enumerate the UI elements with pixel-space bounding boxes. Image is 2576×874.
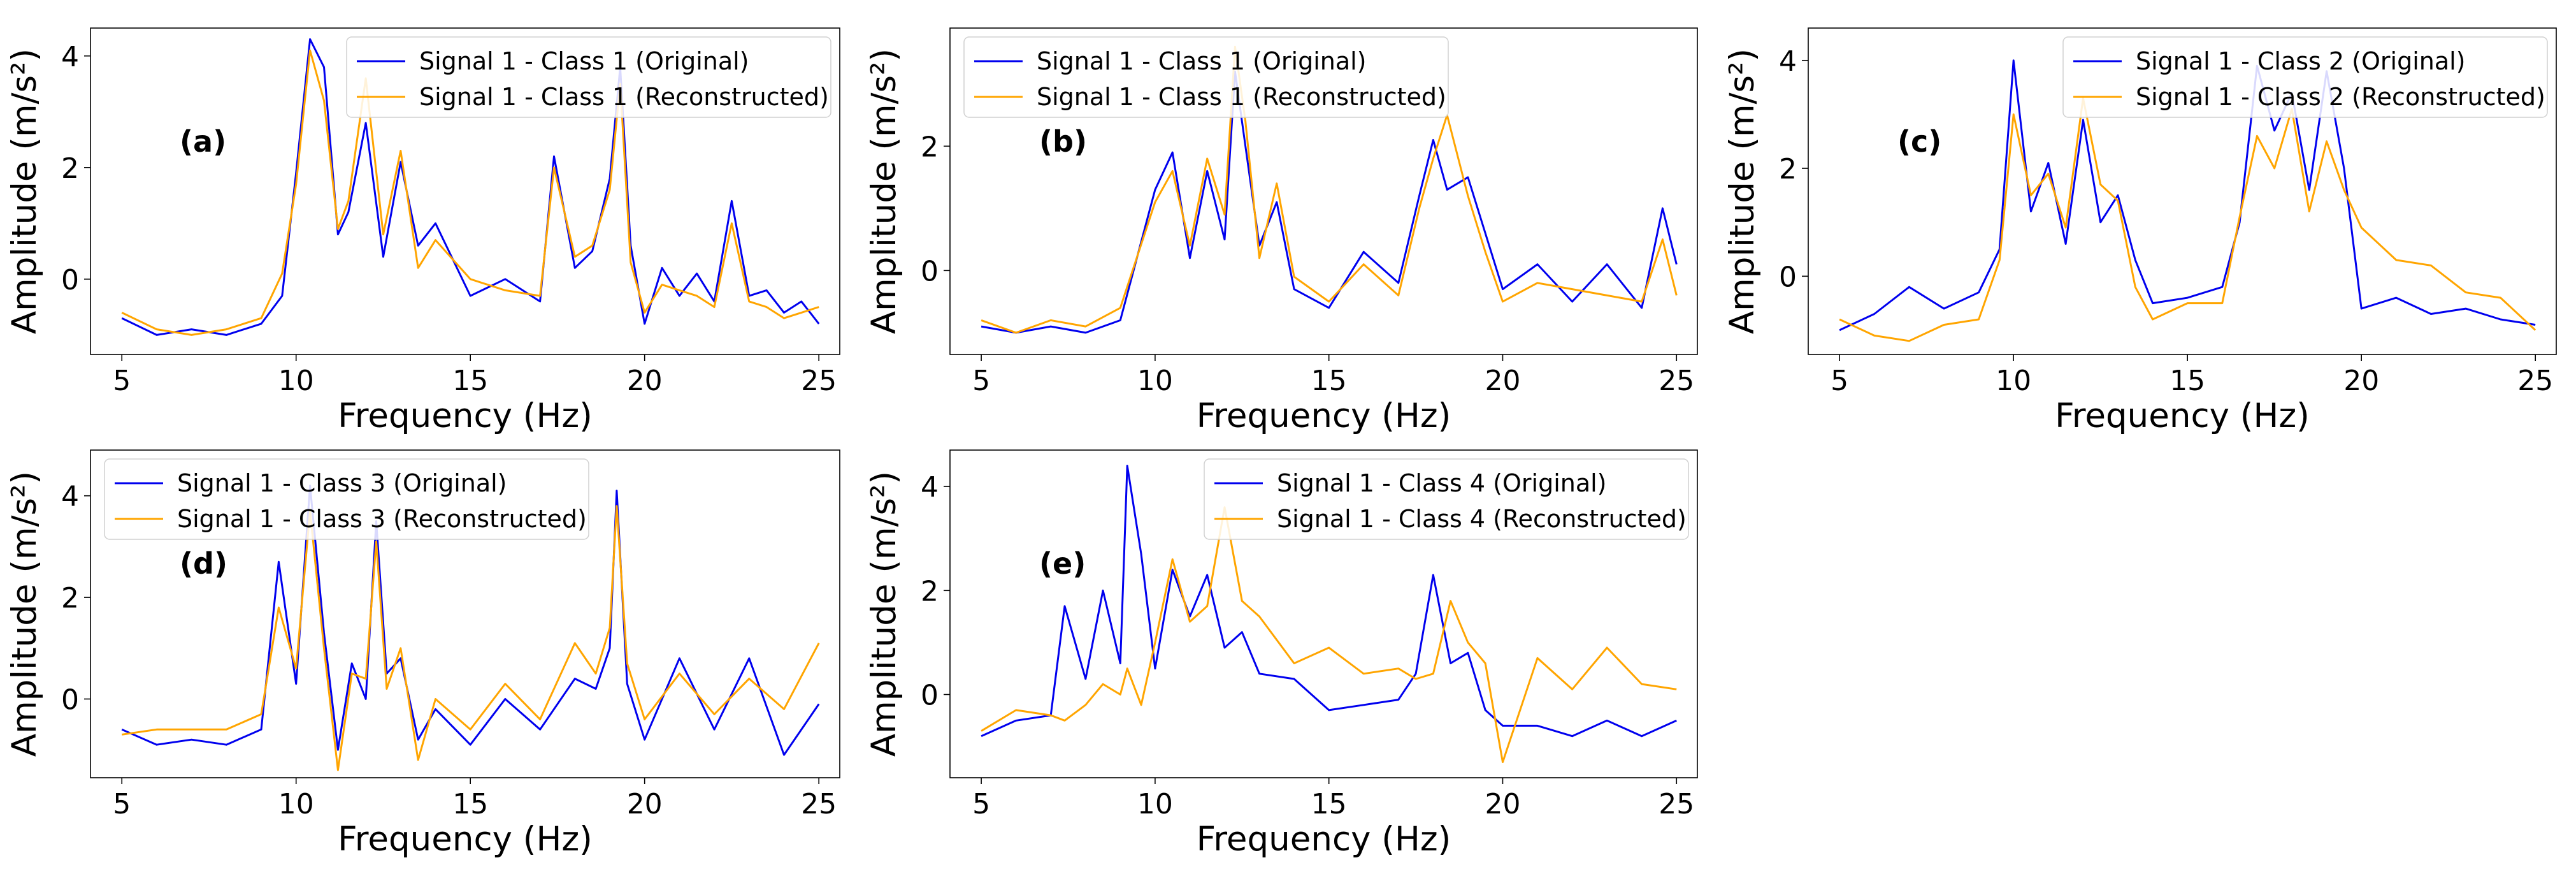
legend-entry: Signal 1 - Class 1 (Reconstructed) xyxy=(419,83,829,111)
plot-area-frame xyxy=(90,27,840,355)
y-axis-label: Amplitude (m/s²) xyxy=(5,48,44,334)
y-tick-label: 4 xyxy=(1779,45,1797,78)
chart-panel-e: 5 10 15 20 25 0 2 4 Frequency (Hz) Amplitude (m/s… xyxy=(865,449,1698,859)
plot-area-frame xyxy=(1808,27,2557,355)
series-line-original xyxy=(1839,59,2536,331)
x-tick-label: 25 xyxy=(1659,788,1694,820)
legend-entry: Signal 1 - Class 4 (Reconstructed) xyxy=(1277,505,1687,533)
x-tick-label: 5 xyxy=(972,788,990,820)
x-tick-label: 10 xyxy=(1996,365,2031,397)
x-tick-label: 5 xyxy=(113,788,131,820)
x-tick-label: 5 xyxy=(113,365,131,397)
x-tick-label: 15 xyxy=(1311,365,1347,397)
series-line-reconstructed xyxy=(1839,97,2536,342)
chart-panel-d: 5 10 15 20 25 0 2 4 Frequency (Hz) Amplitude (m/s… xyxy=(5,449,840,859)
y-tick-label: 2 xyxy=(1779,153,1797,186)
panel-label: (d) xyxy=(180,546,227,581)
y-axis-label: Amplitude (m/s²) xyxy=(865,471,903,757)
series-line-original xyxy=(121,484,820,756)
x-tick-label: 20 xyxy=(1485,365,1520,397)
x-axis-label: Frequency (Hz) xyxy=(1197,820,1451,859)
y-axis-label: Amplitude (m/s²) xyxy=(1723,48,1762,334)
x-tick-label: 15 xyxy=(452,788,488,820)
legend-entry: Signal 1 - Class 1 (Reconstructed) xyxy=(1037,83,1446,111)
legend-frame xyxy=(346,36,831,118)
x-tick-label: 10 xyxy=(1137,365,1173,397)
chart-panel-b: 5 10 15 20 25 0 2 Frequency (Hz) Amplitude (m/s²… xyxy=(865,27,1698,435)
y-tick-label: 2 xyxy=(921,131,939,163)
legend-frame xyxy=(2062,36,2548,118)
chart-panel-a: 5 10 15 20 25 0 2 4 Frequency (Hz) Amplitude (m/s… xyxy=(5,27,840,435)
y-tick-label: 4 xyxy=(61,481,79,513)
legend-frame xyxy=(104,458,589,540)
x-tick-label: 20 xyxy=(2343,365,2379,397)
y-axis-label: Amplitude (m/s²) xyxy=(865,48,903,334)
y-axis-label: Amplitude (m/s²) xyxy=(5,471,44,757)
x-tick-label: 25 xyxy=(801,365,837,397)
x-axis-label: Frequency (Hz) xyxy=(338,820,593,859)
legend: Signal 1 - Class 1 (Original) Signal 1 - … xyxy=(963,36,1449,118)
x-axis-label: Frequency (Hz) xyxy=(338,397,593,435)
y-tick-label: 0 xyxy=(1779,261,1797,293)
x-axis-label: Frequency (Hz) xyxy=(2055,397,2310,435)
x-tick-label: 25 xyxy=(1659,365,1694,397)
legend: Signal 1 - Class 1 (Original) Signal 1 - … xyxy=(346,36,831,118)
y-tick-label: 2 xyxy=(921,575,939,608)
series-line-reconstructed xyxy=(981,45,1678,334)
legend-entry: Signal 1 - Class 1 (Original) xyxy=(1037,47,1367,75)
legend-entry: Signal 1 - Class 2 (Original) xyxy=(2136,47,2466,75)
legend-entry: Signal 1 - Class 3 (Reconstructed) xyxy=(177,505,587,533)
x-tick-label: 5 xyxy=(1831,365,1848,397)
legend: Signal 1 - Class 3 (Original) Signal 1 - … xyxy=(104,458,589,540)
y-tick-label: 0 xyxy=(921,679,939,711)
x-tick-label: 10 xyxy=(278,365,314,397)
x-tick-label: 20 xyxy=(627,788,663,820)
panel-label: (e) xyxy=(1039,546,1086,581)
panel-label: (b) xyxy=(1039,124,1087,159)
y-tick-label: 4 xyxy=(61,41,79,73)
plot-area-frame xyxy=(949,449,1698,778)
panel-label: (a) xyxy=(180,124,226,159)
series-line-reconstructed xyxy=(121,505,820,771)
legend: Signal 1 - Class 4 (Original) Signal 1 - … xyxy=(1204,458,1689,540)
legend-frame xyxy=(963,36,1449,118)
x-tick-label: 25 xyxy=(801,788,837,820)
series-line-original xyxy=(981,70,1678,334)
x-tick-label: 20 xyxy=(627,365,663,397)
legend-entry: Signal 1 - Class 2 (Reconstructed) xyxy=(2136,83,2545,111)
legend: Signal 1 - Class 2 (Original) Signal 1 - … xyxy=(2062,36,2548,118)
legend-entry: Signal 1 - Class 4 (Original) xyxy=(1277,469,1607,497)
x-tick-label: 15 xyxy=(452,365,488,397)
x-axis-label: Frequency (Hz) xyxy=(1197,397,1451,435)
y-tick-label: 2 xyxy=(61,152,79,185)
legend-frame xyxy=(1204,458,1689,540)
plot-area-frame xyxy=(949,27,1698,355)
x-tick-label: 5 xyxy=(972,365,990,397)
y-tick-label: 0 xyxy=(61,264,79,296)
x-tick-label: 15 xyxy=(2169,365,2205,397)
x-tick-label: 20 xyxy=(1485,788,1520,820)
y-tick-label: 2 xyxy=(61,582,79,615)
x-tick-label: 15 xyxy=(1311,788,1347,820)
series-line-original xyxy=(981,465,1677,738)
chart-panel-c: 5 10 15 20 25 0 2 4 Frequency (Hz) Amplitude (m/s… xyxy=(1723,27,2557,435)
x-tick-label: 10 xyxy=(278,788,314,820)
y-tick-label: 0 xyxy=(921,255,939,288)
plot-area-frame xyxy=(90,449,840,778)
x-tick-label: 10 xyxy=(1137,788,1173,820)
panel-label: (c) xyxy=(1897,124,1941,159)
series-line-reconstructed xyxy=(121,49,819,336)
x-tick-label: 25 xyxy=(2517,365,2553,397)
legend-entry: Signal 1 - Class 1 (Original) xyxy=(419,47,749,75)
series-line-reconstructed xyxy=(981,506,1677,763)
y-tick-label: 4 xyxy=(921,471,939,504)
legend-entry: Signal 1 - Class 3 (Original) xyxy=(177,469,507,497)
y-tick-label: 0 xyxy=(61,683,79,716)
